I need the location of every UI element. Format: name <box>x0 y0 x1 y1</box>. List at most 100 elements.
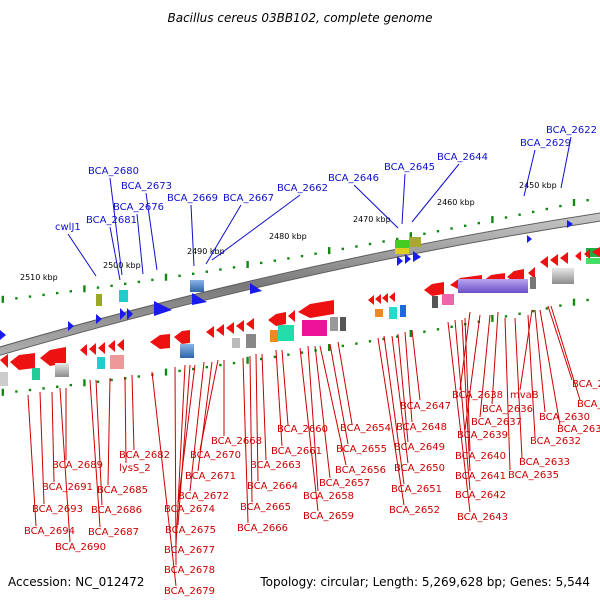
gene-label[interactable]: BCA_2639 <box>457 430 508 441</box>
gene-label[interactable]: BCA_2648 <box>396 422 447 433</box>
gene-block[interactable] <box>32 368 40 380</box>
gene-block[interactable] <box>246 334 256 348</box>
gene-block[interactable] <box>458 279 528 293</box>
gene-label[interactable]: BCA_2649 <box>394 442 445 453</box>
gene-label[interactable]: BCA_2670 <box>190 450 241 461</box>
gene-label[interactable]: BCA_2646 <box>328 173 379 184</box>
reverse-gene-arrow[interactable] <box>10 353 35 370</box>
forward-gene-arrow[interactable] <box>192 293 207 305</box>
gene-block[interactable] <box>432 296 438 308</box>
gene-label[interactable]: BCA_2642 <box>455 490 506 501</box>
gene-label[interactable]: BCA_2664 <box>247 481 298 492</box>
gene-label[interactable]: BCA_2689 <box>52 460 103 471</box>
gene-block[interactable] <box>190 280 204 292</box>
gene-label[interactable]: BCA_2638 <box>452 390 503 401</box>
gene-block[interactable] <box>586 258 600 264</box>
gene-label[interactable]: mvaB <box>510 390 539 401</box>
reverse-gene-arrow[interactable] <box>80 342 105 356</box>
gene-label[interactable]: BCA_2662 <box>277 183 328 194</box>
gene-label[interactable]: BCA_2650 <box>394 463 445 474</box>
gene-label[interactable]: BCA_2640 <box>455 451 506 462</box>
reverse-gene-arrow[interactable] <box>528 267 535 279</box>
gene-label[interactable]: BCA_2630 <box>539 412 590 423</box>
gene-block[interactable] <box>395 240 409 248</box>
gene-label[interactable]: BCA_2635 <box>508 470 559 481</box>
gene-block[interactable] <box>395 248 409 254</box>
forward-gene-arrow[interactable] <box>154 301 172 316</box>
gene-label[interactable]: BCA_2629 <box>520 138 571 149</box>
gene-label[interactable]: cwlJ1 <box>55 222 81 233</box>
gene-block[interactable] <box>110 355 124 369</box>
reverse-gene-arrow[interactable] <box>150 334 170 349</box>
gene-block[interactable] <box>180 344 194 358</box>
forward-gene-arrow[interactable] <box>527 235 532 243</box>
gene-label[interactable]: BCA_2627 <box>572 379 600 390</box>
gene-label[interactable]: BCA_2632 <box>530 436 581 447</box>
gene-block[interactable] <box>330 317 338 331</box>
gene-block[interactable] <box>400 305 406 317</box>
gene-label[interactable]: BCA_2661 <box>271 446 322 457</box>
gene-label[interactable]: BCA_2652 <box>389 505 440 516</box>
gene-block[interactable] <box>442 294 454 305</box>
reverse-gene-arrow[interactable] <box>206 318 254 338</box>
gene-block[interactable] <box>530 277 536 289</box>
gene-label[interactable]: BCA_2671 <box>185 471 236 482</box>
gene-block[interactable] <box>389 307 397 319</box>
gene-label[interactable]: BCA_2660 <box>277 424 328 435</box>
forward-gene-arrow[interactable] <box>96 314 102 324</box>
gene-label[interactable]: BCA_2677 <box>164 545 215 556</box>
gene-label[interactable]: BCA_2681 <box>86 215 137 226</box>
gene-label[interactable]: BCA_2678 <box>164 565 215 576</box>
gene-block[interactable] <box>55 363 69 377</box>
gene-label[interactable]: BCA_2682 <box>119 450 170 461</box>
forward-gene-arrow[interactable] <box>68 321 74 331</box>
gene-label[interactable]: BCA_2645 <box>384 162 435 173</box>
reverse-gene-arrow[interactable] <box>40 347 66 366</box>
gene-label[interactable]: BCA_2669 <box>167 193 218 204</box>
forward-gene-arrow[interactable] <box>397 251 421 266</box>
reverse-gene-arrow[interactable] <box>424 282 444 296</box>
gene-label[interactable]: BCA_2679 <box>164 586 215 597</box>
gene-label[interactable]: BCA_2658 <box>303 491 354 502</box>
gene-label[interactable]: BCA_2667 <box>223 193 274 204</box>
gene-label[interactable]: BCA_2675 <box>165 525 216 536</box>
gene-label[interactable]: BCA_2686 <box>91 505 142 516</box>
reverse-gene-arrow[interactable] <box>298 300 334 318</box>
gene-label[interactable]: lysS_2 <box>119 463 151 474</box>
gene-block[interactable] <box>119 290 128 302</box>
reverse-gene-arrow[interactable] <box>0 354 8 368</box>
gene-block[interactable] <box>97 357 105 369</box>
gene-label[interactable]: BCA_2643 <box>457 512 508 523</box>
reverse-gene-arrow[interactable] <box>575 247 600 261</box>
reverse-gene-arrow[interactable] <box>108 339 124 352</box>
gene-block[interactable] <box>0 372 8 386</box>
gene-label[interactable]: BCA_2636 <box>482 404 533 415</box>
reverse-gene-arrow[interactable] <box>268 312 286 326</box>
gene-label[interactable]: BCA_2685 <box>97 485 148 496</box>
gene-label[interactable]: BCA_2687 <box>88 527 139 538</box>
gene-label[interactable]: BCA_2657 <box>319 478 370 489</box>
gene-label[interactable]: BCA_2641 <box>455 471 506 482</box>
reverse-gene-arrow[interactable] <box>174 330 190 344</box>
gene-label[interactable]: BCA_2680 <box>88 166 139 177</box>
gene-label[interactable]: BCA_2663 <box>250 460 301 471</box>
forward-gene-arrow[interactable] <box>0 330 6 340</box>
gene-block[interactable] <box>552 268 574 284</box>
gene-block[interactable] <box>270 330 278 342</box>
gene-label[interactable]: BCA_2631 <box>557 424 600 435</box>
gene-label[interactable]: BCA_2673 <box>121 181 172 192</box>
gene-label[interactable]: BCA_2691 <box>42 482 93 493</box>
gene-label[interactable]: BCA_2665 <box>240 502 291 513</box>
reverse-gene-arrow[interactable] <box>288 310 295 322</box>
gene-label[interactable]: BCA_2637 <box>471 417 522 428</box>
gene-label[interactable]: BCA_2694 <box>24 526 75 537</box>
gene-block[interactable] <box>409 237 421 247</box>
gene-block[interactable] <box>340 317 346 331</box>
gene-label[interactable]: BCA_2659 <box>303 511 354 522</box>
gene-label[interactable]: BCA_2668 <box>211 436 262 447</box>
forward-gene-arrow[interactable] <box>250 283 262 294</box>
gene-label[interactable]: BCA_2656 <box>335 465 386 476</box>
reverse-gene-arrow[interactable] <box>507 269 524 282</box>
gene-block[interactable] <box>232 338 240 348</box>
gene-label[interactable]: BCA_2674 <box>164 504 215 515</box>
